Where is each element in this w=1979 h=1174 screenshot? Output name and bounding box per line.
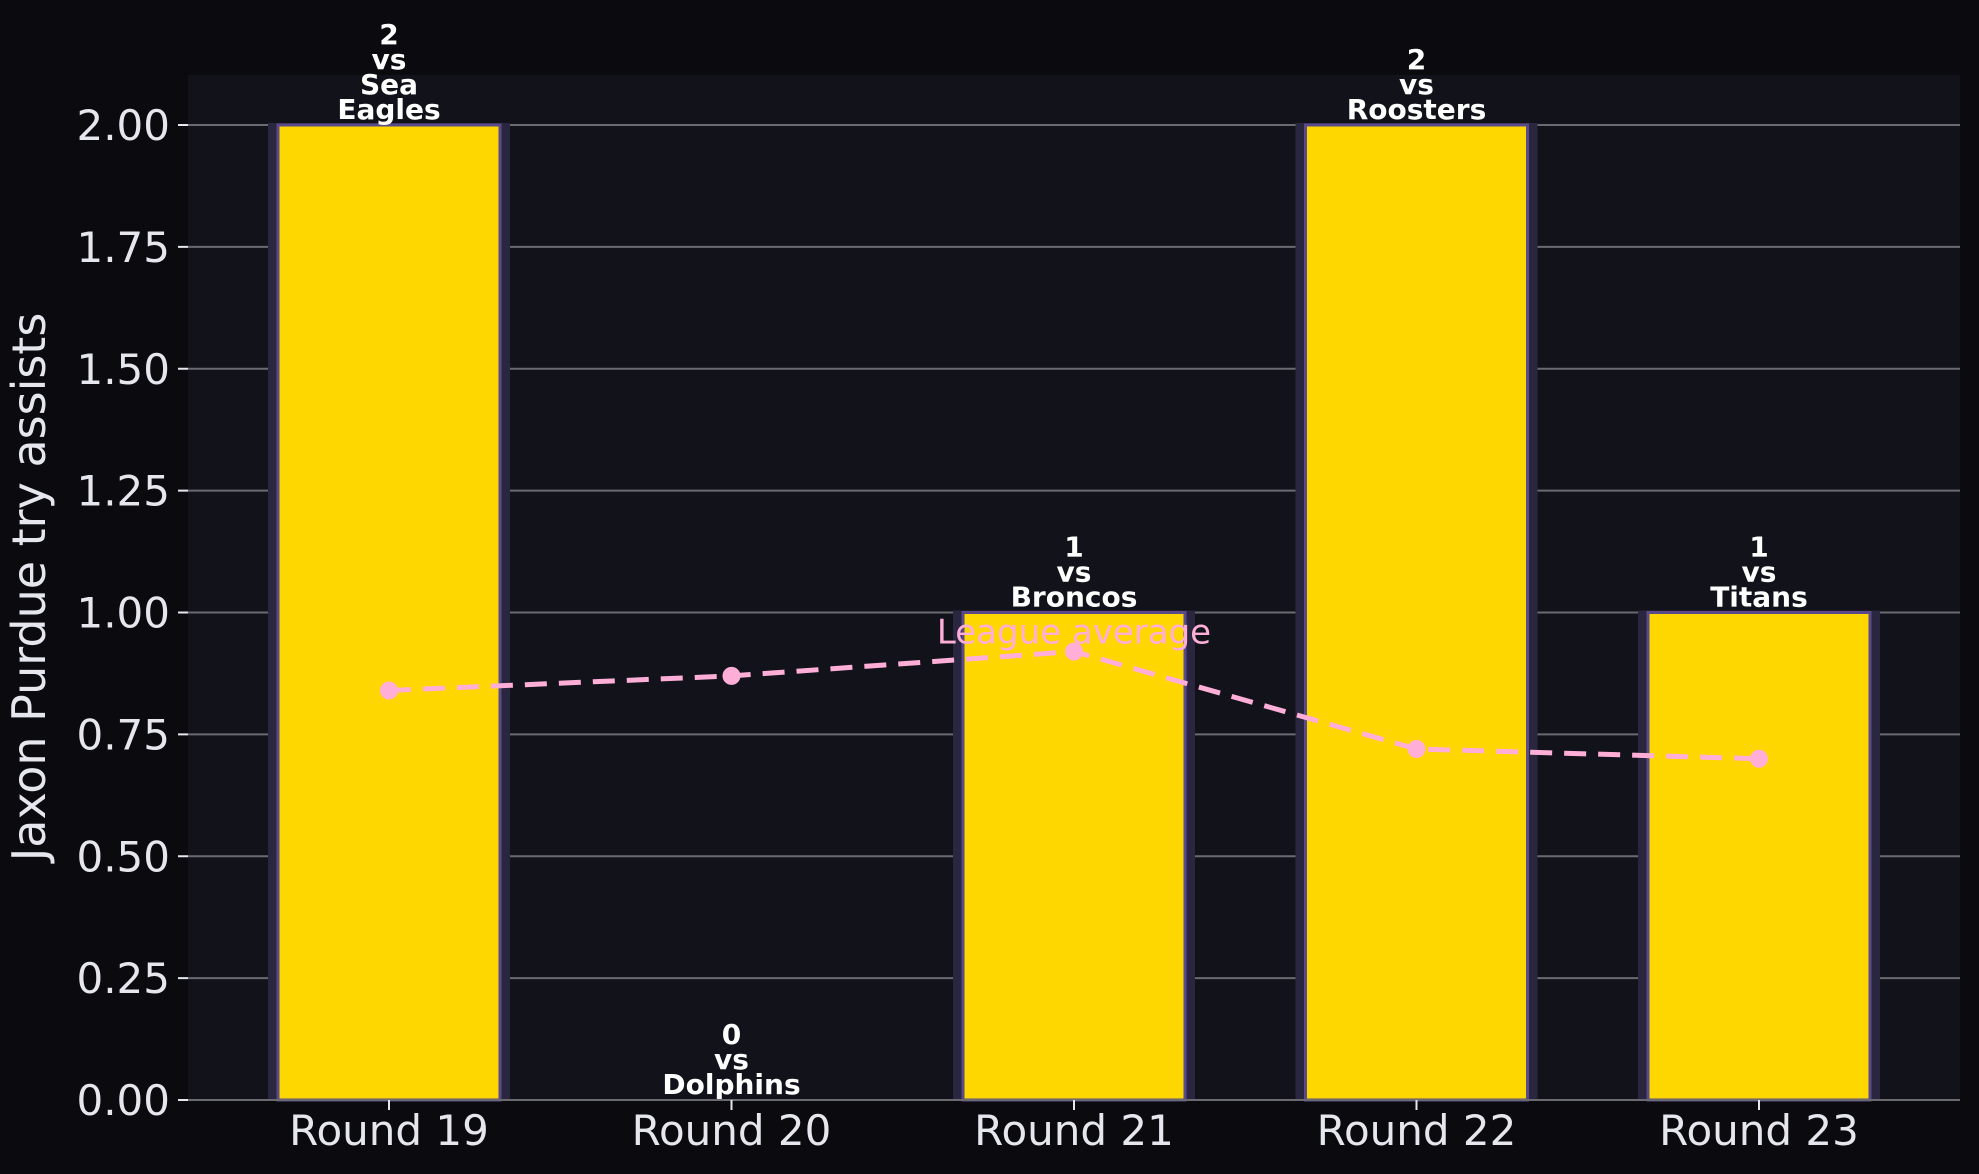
bar <box>1646 611 1872 1102</box>
x-tick-label: Round 19 <box>289 1106 489 1155</box>
bar-label-line: 2 <box>1407 43 1426 76</box>
bars <box>268 123 1880 1102</box>
x-tick-label: Round 22 <box>1317 1106 1517 1155</box>
x-tick-label: Round 21 <box>974 1106 1174 1155</box>
bar-label-line: vs <box>372 43 407 76</box>
y-tick-label: 1.25 <box>76 467 170 516</box>
bar-labels: 2vsSeaEagles0vsDolphins1vsBroncos2vsRoos… <box>337 18 1807 1101</box>
average-point <box>380 681 398 700</box>
bar-label-line: vs <box>714 1043 749 1076</box>
average-point <box>1750 749 1768 768</box>
bar-label-line: Dolphins <box>662 1068 800 1101</box>
x-tick-label: Round 20 <box>632 1106 832 1155</box>
bar-label-line: Titans <box>1710 581 1808 614</box>
average-series-label: League average <box>937 613 1211 653</box>
bar <box>961 611 1187 1102</box>
y-tick-label: 0.00 <box>76 1076 170 1125</box>
bar-label-line: vs <box>1742 556 1777 589</box>
y-tick-label: 2.00 <box>76 101 170 150</box>
y-tick-label: 1.50 <box>76 345 170 394</box>
bar-label-line: vs <box>1057 556 1092 589</box>
y-tick-label: 0.75 <box>76 710 170 759</box>
bar-label-line: Eagles <box>337 93 440 126</box>
bar-label-line: 0 <box>722 1018 741 1051</box>
bar-label-line: Roosters <box>1347 93 1487 126</box>
y-axis-label: Jaxon Purdue try assists <box>2 313 56 865</box>
average-point <box>1065 642 1083 661</box>
x-tick-label: Round 23 <box>1659 1106 1859 1155</box>
y-tick-label: 0.25 <box>76 954 170 1003</box>
y-tick-label: 1.00 <box>76 589 170 638</box>
bar-label-line: vs <box>1399 68 1434 101</box>
bar-label-line: 2 <box>379 18 398 51</box>
average-point <box>1407 740 1426 758</box>
y-tick-label: 0.50 <box>76 832 170 881</box>
league-average-series: League average <box>380 613 1768 768</box>
x-axis: Round 19 Round 20 Round 21 Round 22 Round 23 <box>188 1099 1960 1155</box>
bar-label-line: 1 <box>1749 531 1768 564</box>
bar <box>276 123 502 1102</box>
y-axis: 0.00 0.25 0.50 0.75 1.00 1.25 1.50 1.75 2.00 <box>76 101 188 1125</box>
y-tick-label: 1.75 <box>76 223 170 272</box>
bar <box>1304 123 1529 1102</box>
bar-label-line: Broncos <box>1011 581 1138 614</box>
average-point <box>722 666 741 685</box>
bar-label-line: 1 <box>1064 531 1083 564</box>
bar-label-line: Sea <box>360 68 418 101</box>
